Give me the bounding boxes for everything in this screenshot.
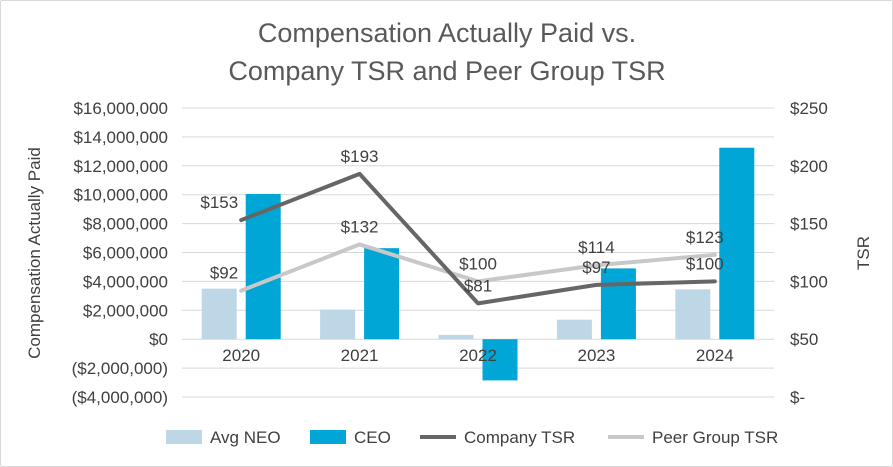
left-axis-tick-label: $10,000,000 <box>73 186 168 205</box>
bar-avg-neo <box>201 288 237 340</box>
category-labels: 2020 2021 2022 2023 2024 <box>222 346 733 365</box>
category-label: 2021 <box>341 346 379 365</box>
left-axis-tick-label: $4,000,000 <box>83 272 168 291</box>
line-company-tsr <box>239 171 717 306</box>
right-axis-tick-label: $150 <box>790 215 828 234</box>
bar-ceo <box>482 339 518 381</box>
bar-ceo <box>719 147 755 340</box>
left-axis-tick-label: $6,000,000 <box>83 244 168 263</box>
right-axis-tick-label: $50 <box>790 330 818 349</box>
data-label-peer-group-tsr: $132 <box>341 217 379 236</box>
right-axis-title: TSR <box>854 236 873 270</box>
data-label-company-tsr: $153 <box>200 193 238 212</box>
legend-label-ceo: CEO <box>354 428 391 447</box>
data-labels: $153 $193 $81 $97 $100 $92 $132 $100 $114 $123 <box>200 147 723 295</box>
left-axis-tick-label: $12,000,000 <box>73 157 168 176</box>
category-label: 2022 <box>459 346 497 365</box>
left-axis-tick-label: $2,000,000 <box>83 301 168 320</box>
left-axis-tick-label: $16,000,000 <box>73 99 168 118</box>
data-label-company-tsr: $81 <box>464 276 492 295</box>
left-axis-ticks: $16,000,000 $14,000,000 $12,000,000 $10,000… <box>72 99 168 407</box>
data-label-peer-group-tsr: $123 <box>686 228 724 247</box>
tsr-lines <box>239 171 717 306</box>
legend: Avg NEO CEO Company TSR Peer Group TSR <box>166 428 778 447</box>
category-label: 2024 <box>696 346 734 365</box>
category-label: 2023 <box>577 346 615 365</box>
legend-swatch-avg-neo <box>166 430 202 444</box>
bars <box>201 147 755 381</box>
right-axis-tick-label: $200 <box>790 157 828 176</box>
legend-swatch-ceo <box>310 430 346 444</box>
right-axis-tick-label: $100 <box>790 272 828 291</box>
left-axis-tick-label: ($2,000,000) <box>72 359 168 378</box>
data-label-peer-group-tsr: $114 <box>578 238 615 257</box>
right-axis-tick-label: $250 <box>790 99 828 118</box>
left-axis-title: Compensation Actually Paid <box>25 147 44 359</box>
data-label-company-tsr: $97 <box>582 258 610 277</box>
left-axis-tick-label: $8,000,000 <box>83 215 168 234</box>
left-axis-tick-label: $0 <box>149 330 168 349</box>
chart-title-line-2: Company TSR and Peer Group TSR <box>228 56 665 86</box>
right-axis-tick-label: $- <box>790 388 805 407</box>
data-label-peer-group-tsr: $92 <box>210 264 238 283</box>
left-axis-tick-label: ($4,000,000) <box>72 388 168 407</box>
chart-title-line-1: Compensation Actually Paid vs. <box>258 18 636 48</box>
data-label-company-tsr: $193 <box>341 147 379 166</box>
bar-ceo <box>600 268 636 340</box>
category-label: 2020 <box>222 346 260 365</box>
data-label-company-tsr: $100 <box>686 254 724 273</box>
bar-avg-neo <box>320 309 356 340</box>
left-axis-tick-label: $14,000,000 <box>73 128 168 147</box>
bar-avg-neo <box>556 319 592 340</box>
line-peer-group-tsr <box>239 242 717 293</box>
right-axis-ticks: $250 $200 $150 $100 $50 $- <box>790 99 828 407</box>
bar-ceo <box>364 248 400 340</box>
legend-label-peer-group-tsr: Peer Group TSR <box>652 428 778 447</box>
data-label-peer-group-tsr: $100 <box>459 254 497 273</box>
legend-label-company-tsr: Company TSR <box>464 428 575 447</box>
bar-avg-neo <box>675 289 711 340</box>
legend-label-avg-neo: Avg NEO <box>210 428 281 447</box>
bar-avg-neo <box>438 334 474 340</box>
